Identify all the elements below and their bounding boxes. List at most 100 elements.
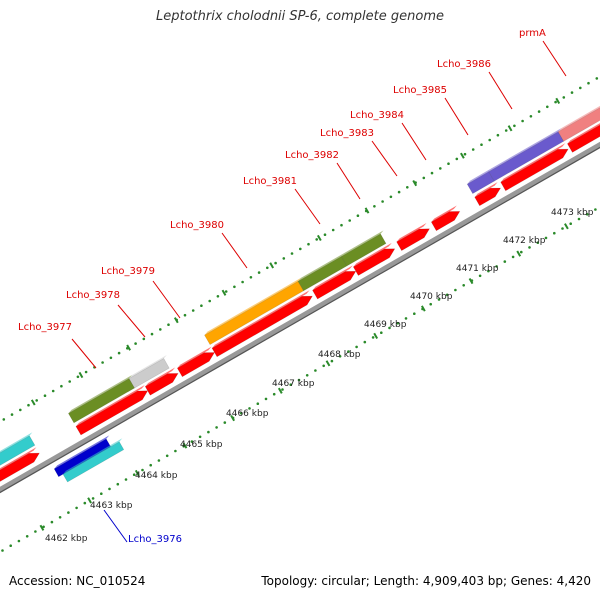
ruler-dot xyxy=(521,119,524,123)
cds-3986-top xyxy=(500,143,566,183)
ruler-dot xyxy=(404,317,408,320)
ruler-tick xyxy=(269,262,275,269)
feature-pink-prma xyxy=(557,105,600,142)
ruler-dot xyxy=(240,411,243,415)
cds-3982-body xyxy=(352,248,396,276)
ruler-dot xyxy=(594,208,597,211)
gene-leader-line-1 xyxy=(71,338,97,369)
ruler-dot xyxy=(439,167,442,170)
ruler-dot xyxy=(587,81,590,85)
ruler-dot xyxy=(27,403,30,407)
ruler-dot xyxy=(569,222,572,225)
gene-leader-line-6 xyxy=(336,162,361,200)
ruler-dot xyxy=(330,359,334,363)
feature-purple-3985-top xyxy=(467,168,492,185)
ruler-tick xyxy=(182,442,188,449)
cds-3983 xyxy=(396,223,431,252)
cds-3985 xyxy=(474,182,502,207)
ruler-dot xyxy=(323,233,327,236)
ruler-tick xyxy=(277,387,283,394)
ruler-dot xyxy=(134,342,137,345)
ruler-dot xyxy=(429,302,433,306)
ruler-tick xyxy=(30,399,36,406)
ruler-dot xyxy=(454,288,457,292)
cds-left-top xyxy=(0,447,37,471)
ruler-tick xyxy=(460,152,465,159)
gene-leader-line-7 xyxy=(371,140,398,177)
ruler-dot xyxy=(487,269,490,273)
ruler-dot xyxy=(553,231,556,235)
ruler-dot xyxy=(406,186,409,189)
cds-3984 xyxy=(430,205,461,232)
ruler-dot xyxy=(67,511,70,514)
ruler-dot xyxy=(462,284,466,287)
ruler-dot xyxy=(75,506,78,510)
ruler-dot xyxy=(338,355,342,358)
gene-leader-line-3 xyxy=(152,280,181,319)
ruler-dot xyxy=(191,309,195,312)
ruler-tick xyxy=(126,344,131,351)
gene-leader-line-0 xyxy=(103,509,128,543)
cds-3979-body xyxy=(176,352,216,378)
feature-olive-3982 xyxy=(341,230,387,267)
gene-label-11: prmA xyxy=(519,28,546,39)
ruler-dot xyxy=(224,290,228,293)
feature-cyan-3976-top xyxy=(63,438,123,475)
ruler-dot xyxy=(511,255,515,259)
cds-3979 xyxy=(176,346,216,378)
ruler-dot xyxy=(496,133,500,137)
ruler-dot xyxy=(165,454,169,458)
backbone-line xyxy=(0,141,600,493)
gene-leader-line-11 xyxy=(542,40,567,77)
ruler-dot xyxy=(520,250,523,254)
ruler-dot xyxy=(471,148,475,151)
ruler-dot xyxy=(536,241,540,244)
ruler-dot xyxy=(208,299,211,303)
gene-leader-line-4 xyxy=(221,232,248,269)
scale-label-1: 4463 kbp xyxy=(90,501,133,511)
scale-label-3: 4465 kbp xyxy=(180,440,223,450)
ruler-dot xyxy=(348,219,352,222)
feature-olive-3977-top xyxy=(68,375,133,414)
ruler-dot xyxy=(216,295,220,298)
feature-purple-3986-top xyxy=(488,128,562,172)
ruler-dot xyxy=(223,421,227,424)
ruler-dot xyxy=(190,440,194,443)
ruler-dot xyxy=(60,384,63,388)
gene-label-9: Lcho_3985 xyxy=(393,85,447,96)
ruler-dot xyxy=(380,331,383,335)
gene-label-1: Lcho_3977 xyxy=(18,322,72,333)
ruler-tick xyxy=(221,289,227,296)
ruler-dot xyxy=(430,171,434,175)
lower-ruler xyxy=(1,208,597,552)
ruler-dot xyxy=(561,227,564,230)
feature-gray-3978-body xyxy=(128,358,170,389)
gene-label-10: Lcho_3986 xyxy=(437,59,491,70)
scale-label-0: 4462 kbp xyxy=(45,534,88,544)
cds-3986-body xyxy=(500,148,569,192)
ruler-dot xyxy=(579,86,582,90)
cds-3984-top xyxy=(431,205,457,222)
ruler-tick xyxy=(364,207,370,214)
ruler-tick xyxy=(230,415,235,422)
cds-3981-body xyxy=(312,270,357,300)
ruler-dot xyxy=(340,223,343,227)
ruler-dot xyxy=(503,260,507,263)
ruler-dot xyxy=(83,501,87,505)
ruler-dot xyxy=(554,100,557,104)
ruler-dot xyxy=(314,369,317,372)
accession-label: Accession: NC_010524 xyxy=(9,574,146,588)
ruler-dot xyxy=(463,152,467,156)
ruler-dot xyxy=(355,345,358,349)
ruler-dot xyxy=(2,418,6,421)
cds-3981 xyxy=(312,265,357,300)
ruler-dot xyxy=(215,426,218,429)
cds-3983-top xyxy=(396,223,427,242)
ruler-tick xyxy=(564,223,569,230)
ruler-dot xyxy=(272,392,276,396)
ruler-dot xyxy=(290,252,294,255)
ruler-tick xyxy=(87,497,92,504)
ruler-dot xyxy=(504,129,508,132)
gene-leader-line-9 xyxy=(444,97,469,136)
